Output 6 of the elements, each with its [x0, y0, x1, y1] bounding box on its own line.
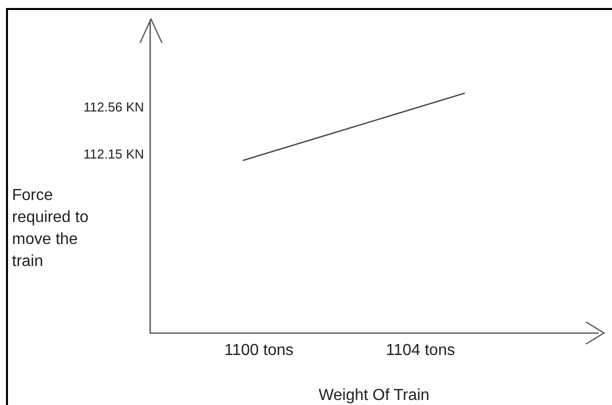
y-axis-title: Force required to move the train	[12, 186, 90, 272]
x-tick-label: 1100 tons	[224, 342, 294, 360]
x-axis-title: Weight Of Train	[318, 386, 430, 404]
x-tick-label: 1104 tons	[386, 342, 455, 360]
y-tick-label: 112.56 KN	[84, 100, 144, 115]
y-tick-label: 112.15 KN	[84, 146, 144, 162]
